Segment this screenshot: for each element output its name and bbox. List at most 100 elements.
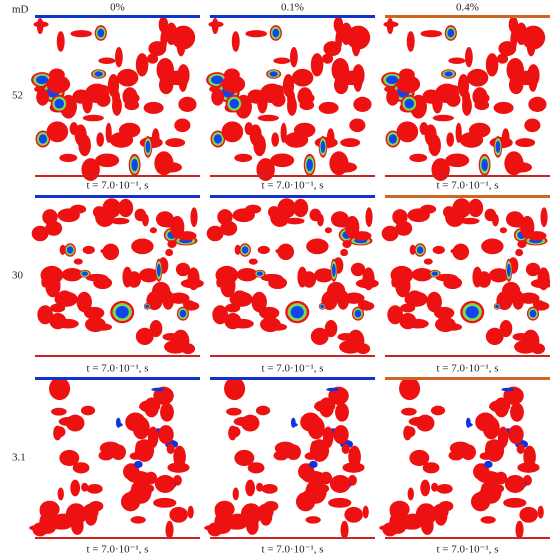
red-region — [356, 343, 371, 355]
simulation-image — [31, 15, 200, 181]
red-region — [391, 509, 408, 527]
red-region — [234, 153, 253, 163]
red-region — [448, 450, 464, 461]
red-region — [238, 271, 254, 280]
red-region — [80, 405, 96, 416]
red-region — [165, 248, 174, 257]
red-region — [305, 483, 314, 501]
red-region — [540, 207, 548, 228]
red-region — [31, 225, 49, 242]
red-region — [49, 377, 71, 401]
red-region — [420, 479, 431, 497]
red-region — [349, 118, 366, 133]
red-region — [468, 198, 484, 218]
red-region — [531, 343, 546, 355]
red-region — [257, 503, 274, 520]
red-region — [322, 53, 334, 64]
blue-region — [151, 387, 165, 392]
blue-core — [179, 309, 187, 318]
red-region — [154, 474, 176, 493]
red-region — [234, 449, 255, 467]
red-region — [284, 132, 309, 148]
red-region — [166, 443, 175, 455]
red-region — [73, 258, 83, 265]
red-region — [482, 416, 500, 440]
red-region — [277, 198, 296, 219]
red-region — [45, 274, 61, 298]
red-region — [260, 317, 281, 333]
red-region — [335, 402, 349, 422]
red-region — [255, 405, 271, 416]
red-region — [396, 75, 421, 94]
red-region — [248, 258, 258, 265]
red-region — [74, 124, 87, 146]
simulation-image — [31, 195, 204, 357]
blue-core — [115, 305, 129, 319]
red-region — [436, 483, 453, 494]
red-region — [167, 462, 190, 473]
red-region — [517, 240, 527, 248]
red-region — [348, 445, 361, 468]
red-region — [518, 292, 540, 304]
red-region — [50, 303, 66, 313]
red-region — [415, 503, 437, 526]
red-region — [472, 87, 488, 106]
red-region — [228, 425, 237, 441]
red-region — [358, 301, 375, 311]
red-region — [70, 479, 81, 497]
blue-core — [256, 271, 264, 276]
red-region — [240, 503, 262, 526]
simulation-image — [206, 195, 379, 357]
red-region — [537, 267, 550, 291]
blue-core — [495, 304, 500, 309]
red-region — [251, 291, 267, 313]
red-region — [493, 101, 514, 114]
red-region — [446, 132, 455, 147]
red-region — [301, 470, 326, 484]
red-region — [127, 271, 141, 288]
red-region — [182, 34, 191, 49]
red-region — [307, 416, 325, 440]
blue-core — [213, 134, 222, 144]
red-region — [135, 327, 154, 346]
red-region — [476, 470, 501, 484]
red-region — [333, 16, 344, 33]
red-region — [441, 84, 460, 92]
red-region — [340, 138, 361, 148]
outlet-bar — [35, 537, 200, 539]
red-region — [96, 132, 105, 147]
red-region — [477, 271, 491, 288]
red-region — [464, 47, 473, 68]
red-region — [406, 31, 415, 52]
red-region — [481, 238, 504, 255]
red-region — [282, 73, 295, 98]
red-region — [460, 217, 480, 225]
red-region — [266, 84, 285, 92]
red-region — [297, 87, 313, 106]
red-region — [36, 88, 50, 106]
red-region — [102, 198, 121, 219]
red-region — [420, 30, 443, 38]
red-region — [537, 505, 544, 519]
red-region — [524, 118, 541, 133]
red-region — [160, 29, 168, 52]
red-region — [501, 128, 510, 148]
red-region — [345, 215, 360, 239]
red-region — [240, 414, 260, 432]
time-caption: t = 7.0·10⁻¹, s — [261, 180, 323, 192]
red-region — [177, 64, 190, 87]
red-region — [82, 114, 104, 122]
red-region — [149, 227, 157, 234]
red-region — [221, 121, 244, 143]
time-caption: t = 7.0·10⁻¹, s — [261, 363, 323, 375]
simulation-image — [381, 15, 550, 181]
blue-region — [501, 387, 515, 392]
blue-core — [145, 140, 151, 153]
row-label: 52 — [12, 90, 23, 102]
red-region — [46, 121, 69, 143]
red-region — [168, 292, 190, 304]
red-region — [528, 96, 547, 112]
red-region — [328, 497, 352, 508]
simulation-image — [381, 195, 550, 357]
red-region — [224, 312, 242, 330]
